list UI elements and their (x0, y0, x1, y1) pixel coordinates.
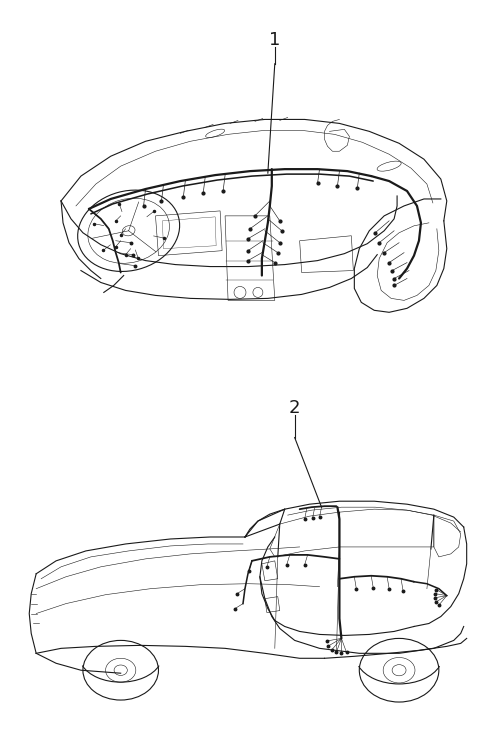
Text: 1: 1 (269, 31, 280, 49)
Text: 2: 2 (289, 399, 300, 417)
